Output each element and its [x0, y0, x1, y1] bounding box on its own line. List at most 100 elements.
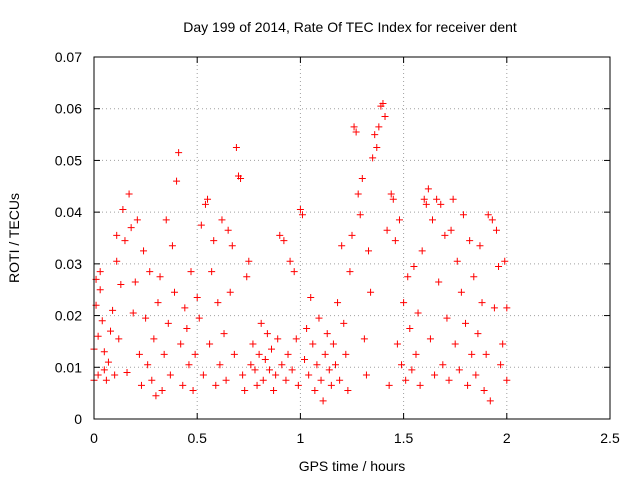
data-point — [329, 340, 337, 348]
data-point — [383, 226, 391, 234]
data-point — [243, 273, 251, 281]
data-points — [90, 100, 511, 405]
data-point — [433, 195, 441, 203]
data-point — [309, 340, 317, 348]
y-axis-label: ROTI / TECUs — [6, 193, 22, 283]
data-point — [206, 340, 214, 348]
data-point — [420, 195, 428, 203]
data-point — [220, 330, 228, 338]
data-point — [402, 376, 410, 384]
data-point — [113, 257, 121, 265]
data-point — [447, 226, 455, 234]
data-point — [166, 371, 174, 379]
data-point — [338, 242, 346, 250]
data-point — [135, 350, 143, 358]
data-point — [245, 257, 253, 265]
data-point — [410, 262, 418, 270]
data-point — [179, 381, 187, 389]
data-point — [191, 350, 199, 358]
data-point — [503, 376, 511, 384]
data-point — [373, 144, 381, 151]
data-point — [342, 350, 350, 358]
data-point — [321, 350, 329, 358]
data-point — [247, 361, 255, 369]
data-point — [319, 397, 327, 405]
data-point — [187, 268, 195, 276]
data-point — [464, 381, 472, 389]
data-point — [352, 128, 360, 136]
data-point — [484, 211, 492, 219]
y-tick-label: 0.01 — [55, 359, 82, 375]
data-point — [472, 371, 480, 379]
data-point — [183, 325, 191, 332]
data-point — [334, 299, 342, 307]
data-point — [111, 371, 119, 379]
data-point — [323, 330, 331, 338]
data-point — [96, 286, 104, 294]
data-point — [307, 293, 315, 301]
data-point — [488, 216, 496, 224]
data-point — [492, 226, 500, 234]
data-point — [416, 381, 424, 389]
grid-lines — [94, 57, 610, 419]
y-tick-label: 0.07 — [55, 49, 82, 65]
data-point — [216, 361, 224, 369]
data-point — [127, 224, 135, 232]
data-point — [412, 350, 420, 358]
data-point — [224, 226, 232, 234]
data-point — [173, 177, 181, 185]
data-point — [348, 231, 356, 239]
data-point — [476, 242, 484, 250]
data-point — [100, 348, 108, 356]
data-point — [486, 397, 494, 405]
x-tick-label: 0.5 — [187, 430, 207, 446]
data-point — [497, 361, 505, 369]
data-point — [371, 131, 379, 139]
data-point — [129, 309, 137, 317]
y-tick-label: 0 — [74, 411, 82, 427]
data-point — [286, 257, 294, 265]
data-point — [303, 325, 311, 332]
data-point — [327, 381, 335, 389]
data-point — [278, 361, 286, 369]
data-point — [443, 314, 451, 322]
data-point — [263, 330, 271, 338]
data-point — [257, 319, 265, 327]
data-point — [470, 273, 478, 281]
data-point — [315, 314, 323, 322]
y-tick-label: 0.04 — [55, 204, 82, 220]
data-point — [144, 361, 152, 369]
data-point — [387, 190, 395, 198]
data-point — [301, 356, 309, 364]
data-point — [268, 345, 276, 353]
plot-frame — [93, 56, 611, 420]
data-point — [253, 381, 261, 389]
data-point — [313, 361, 321, 369]
data-point — [282, 376, 290, 384]
data-point — [290, 268, 298, 276]
data-point — [331, 361, 339, 369]
data-point — [350, 123, 358, 131]
data-point — [142, 314, 150, 322]
data-point — [288, 366, 296, 374]
data-point — [193, 293, 201, 301]
data-point — [131, 278, 139, 286]
data-point — [197, 221, 205, 229]
data-point — [270, 387, 278, 395]
data-point — [466, 237, 474, 245]
data-point — [152, 392, 160, 400]
data-point — [451, 340, 459, 348]
data-point — [503, 304, 511, 312]
data-point — [414, 309, 422, 317]
data-point — [404, 273, 412, 281]
data-point — [344, 387, 352, 395]
data-point — [406, 325, 414, 332]
data-point — [259, 376, 267, 384]
x-axis-label: GPS time / hours — [299, 458, 406, 474]
data-point — [389, 195, 397, 203]
data-point — [395, 216, 403, 224]
data-point — [251, 366, 259, 374]
data-point — [346, 268, 354, 276]
data-point — [362, 371, 370, 379]
data-point — [439, 361, 447, 369]
